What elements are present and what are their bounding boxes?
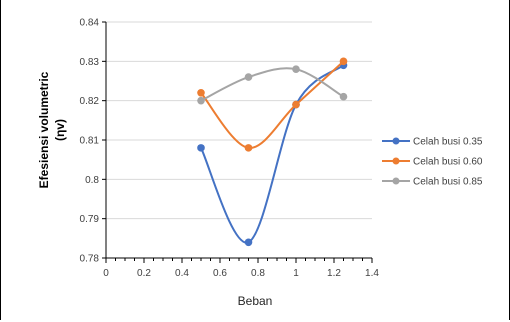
y-tick-labels: 0.78 0.79 0.8 0.81 0.82 0.83 0.84 <box>80 18 100 265</box>
y-tick-label: 0.82 <box>80 96 100 107</box>
series-3-point <box>339 92 348 101</box>
series-line-2 <box>200 60 345 149</box>
x-tick-label: 0 <box>103 268 109 279</box>
legend-marker <box>392 177 400 185</box>
gridlines <box>106 21 372 220</box>
x-tick-label: 0.6 <box>213 268 227 279</box>
series-line-3 <box>200 67 345 102</box>
series-line-1 <box>200 64 345 244</box>
y-tick-label: 0.84 <box>80 18 100 29</box>
series-2-point <box>244 144 253 152</box>
x-tick-labels: 0 0.2 0.4 0.6 0.8 1 1.2 1.4 <box>103 268 379 279</box>
series-3-point <box>292 65 300 73</box>
axes <box>102 21 373 263</box>
series-2-point <box>197 89 205 97</box>
series-1-point <box>197 144 205 152</box>
y-tick-label: 0.79 <box>80 214 100 225</box>
y-tick-label: 0.81 <box>80 136 100 147</box>
legend-label: Celah busi 0.60 <box>413 157 483 168</box>
legend-marker <box>392 137 400 145</box>
legend-marker <box>392 157 400 165</box>
series-2-point <box>339 57 348 66</box>
legend-label: Celah busi 0.35 <box>413 137 483 148</box>
x-tick-label: 0.8 <box>251 268 265 279</box>
y-tick-label: 0.8 <box>85 175 99 186</box>
y-tick-label: 0.83 <box>80 57 100 68</box>
series-3-point <box>244 73 253 81</box>
y-tick-label: 0.78 <box>80 254 100 265</box>
x-tick-label: 1 <box>293 268 299 279</box>
x-axis-title: Beban <box>238 294 273 308</box>
x-tick-label: 0.2 <box>137 268 151 279</box>
legend-label: Celah busi 0.85 <box>413 177 483 188</box>
y-axis-title-line-1: Efesiensi volumetric <box>37 71 51 188</box>
series-2-point <box>292 100 300 109</box>
legend: Celah busi 0.35 Celah busi 0.60 Celah busi… <box>382 137 483 188</box>
x-tick-label: 1.4 <box>365 268 379 279</box>
y-axis-title-line-2: (ηv) <box>53 119 67 141</box>
series-3-point <box>197 96 205 105</box>
series-lines <box>197 57 348 247</box>
x-tick-label: 1.2 <box>327 268 341 279</box>
x-tick-label: 0.4 <box>175 268 189 279</box>
series-1-point <box>244 238 253 247</box>
